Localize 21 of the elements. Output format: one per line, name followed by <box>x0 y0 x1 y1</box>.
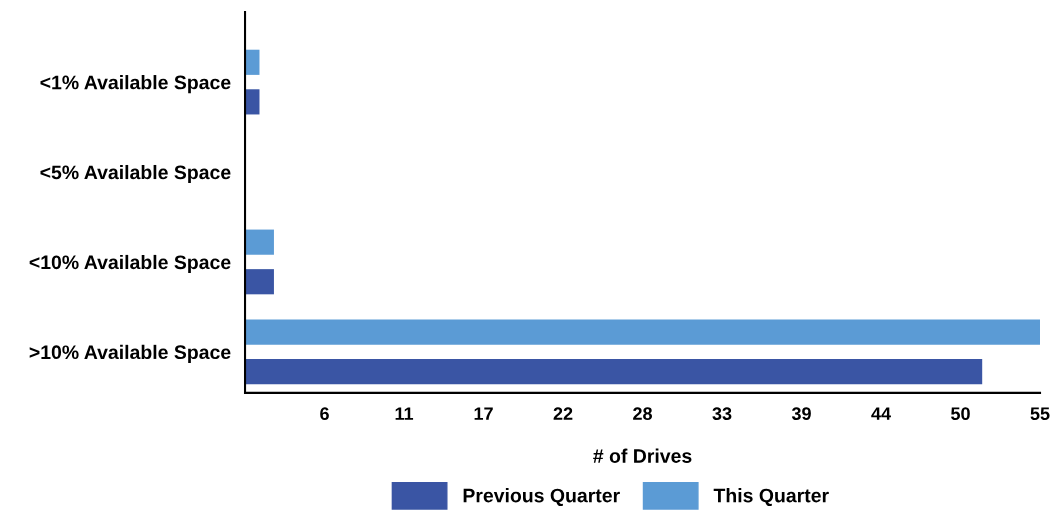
x-tick-label: 33 <box>712 407 732 421</box>
x-tick-label: 6 <box>320 407 329 421</box>
bar <box>245 319 1041 345</box>
y-tick-label: <1% Available Space <box>40 75 231 94</box>
x-tick-label: 55 <box>1030 407 1050 421</box>
bar <box>245 229 274 255</box>
bar <box>245 269 274 295</box>
x-tick-label: 44 <box>871 407 891 420</box>
x-tick-label: 28 <box>633 407 653 421</box>
x-tick-label: 39 <box>791 407 811 421</box>
x-tick-label: 17 <box>474 407 493 420</box>
x-axis-title: # of Drives <box>593 448 692 463</box>
x-tick-label: 50 <box>951 407 970 421</box>
y-tick-label: >10% Available Space <box>29 344 231 363</box>
bar <box>245 359 983 385</box>
y-tick-label: <10% Available Space <box>29 254 231 274</box>
x-tick-label: 11 <box>395 407 414 420</box>
x-tick-label: 22 <box>553 407 573 420</box>
y-tick-label: <5% Available Space <box>40 164 231 184</box>
legend-label: Previous Quarter <box>463 488 620 507</box>
legend-label: This Quarter <box>713 488 829 507</box>
